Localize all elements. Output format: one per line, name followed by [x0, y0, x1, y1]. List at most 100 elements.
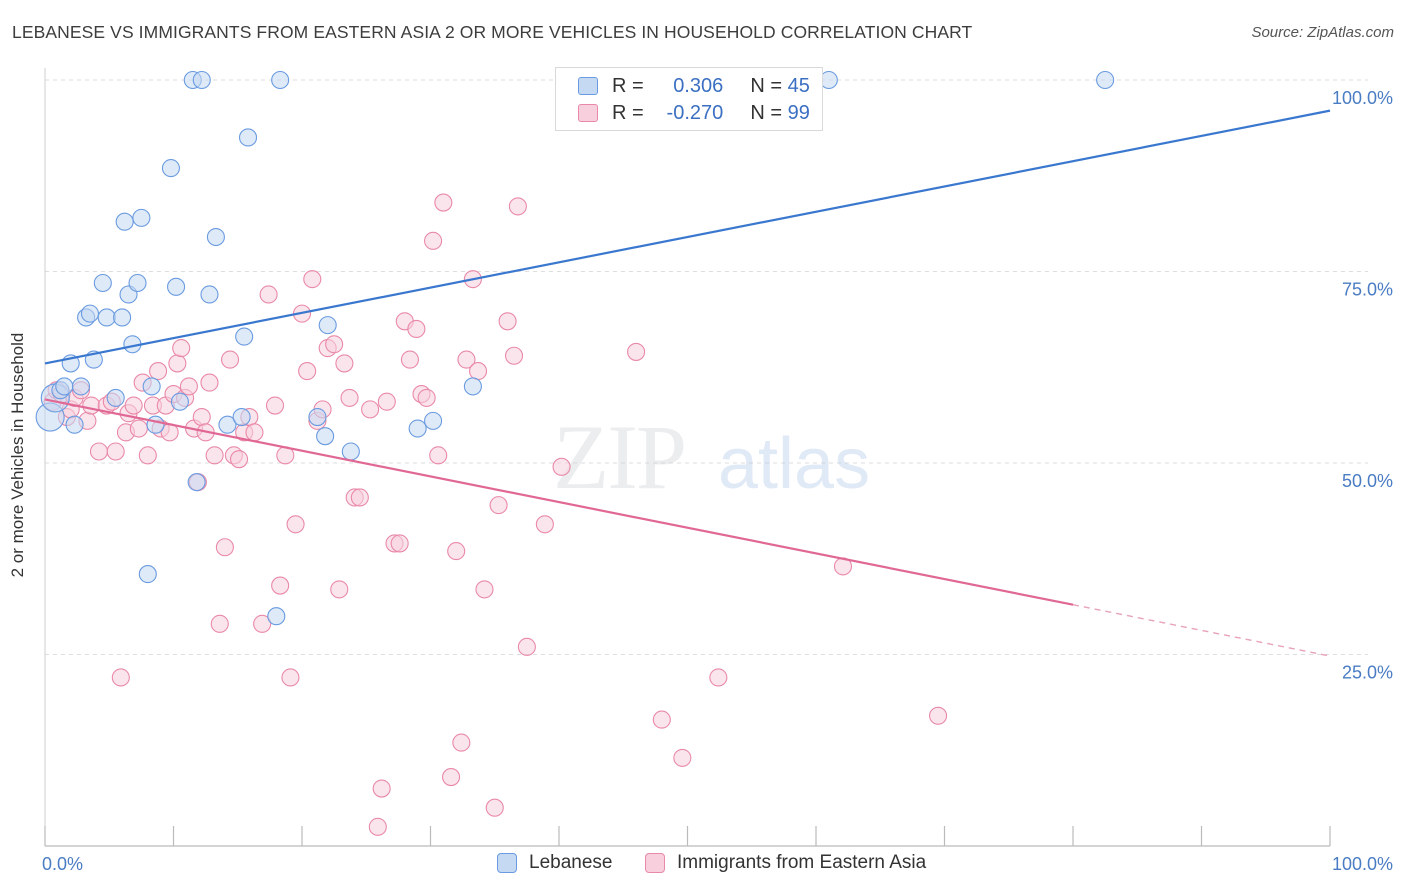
point-lebanese — [132, 208, 151, 227]
legend-r-value: 0.306 — [673, 75, 724, 97]
point-eastern-asia — [210, 614, 229, 633]
point-eastern-asia — [673, 748, 692, 767]
legend-n-value: 45 — [787, 75, 810, 97]
point-lebanese — [161, 159, 180, 178]
point-eastern-asia — [377, 392, 396, 411]
bottom-legend-label-eastern-asia: Immigrants from Eastern Asia — [677, 852, 927, 873]
point-eastern-asia — [442, 768, 461, 787]
point-eastern-asia — [335, 354, 354, 373]
point-eastern-asia — [498, 312, 517, 331]
point-eastern-asia — [407, 319, 426, 339]
x-axis — [44, 68, 1331, 847]
point-eastern-asia — [259, 285, 278, 304]
point-lebanese — [106, 388, 125, 407]
point-eastern-asia — [89, 442, 109, 461]
x-tick-label: 0.0% — [42, 854, 83, 874]
point-lebanese — [235, 327, 254, 346]
point-eastern-asia — [229, 450, 249, 469]
point-eastern-asia — [552, 457, 571, 476]
point-eastern-asia — [429, 446, 448, 465]
point-eastern-asia — [215, 538, 234, 557]
point-eastern-asia — [457, 350, 476, 369]
point-lebanese — [267, 607, 286, 626]
point-eastern-asia — [192, 407, 211, 427]
point-eastern-asia — [652, 710, 671, 729]
point-eastern-asia — [485, 798, 504, 817]
point-lebanese — [308, 407, 327, 427]
point-lebanese — [1096, 70, 1115, 90]
legend-n-value: 99 — [787, 102, 810, 124]
point-eastern-asia — [330, 580, 349, 599]
legend-r-value: -0.270 — [666, 102, 724, 124]
point-eastern-asia — [253, 614, 272, 633]
point-lebanese — [167, 277, 186, 296]
point-eastern-asia — [417, 388, 436, 407]
point-eastern-asia — [106, 442, 125, 461]
point-lebanese — [71, 377, 91, 396]
tick-labels: 25.0% 50.0% 75.0% 100.0% 0.0% 100.0% — [42, 88, 1393, 874]
point-lebanese — [463, 377, 482, 396]
point-eastern-asia — [281, 668, 300, 687]
point-eastern-asia — [303, 270, 322, 289]
y-tick-label: 50.0% — [1342, 471, 1393, 491]
point-eastern-asia — [452, 733, 471, 752]
point-eastern-asia — [82, 396, 101, 415]
point-eastern-asia — [286, 515, 305, 534]
point-lebanese — [80, 304, 100, 323]
point-eastern-asia — [265, 396, 285, 415]
point-eastern-asia — [709, 668, 728, 687]
point-eastern-asia — [200, 373, 219, 392]
point-lebanese — [187, 473, 206, 492]
y-tick-label: 100.0% — [1332, 88, 1393, 108]
bottom-legend-swatch-lebanese — [497, 853, 517, 873]
point-eastern-asia — [325, 335, 344, 354]
point-eastern-asia — [508, 197, 527, 216]
chart-title: LEBANESE VS IMMIGRANTS FROM EASTERN ASIA… — [12, 22, 973, 42]
point-eastern-asia — [372, 779, 391, 798]
point-eastern-asia — [475, 580, 494, 599]
watermark-atlas: atlas — [718, 424, 870, 504]
point-eastern-asia — [172, 339, 191, 358]
point-lebanese — [316, 427, 335, 446]
chart-source: Source: ZipAtlas.com — [1251, 24, 1394, 41]
y-tick-label: 25.0% — [1342, 663, 1393, 683]
point-eastern-asia — [168, 354, 187, 373]
point-lebanese — [142, 377, 161, 396]
bottom-legend-label-lebanese: Lebanese — [529, 852, 613, 873]
point-eastern-asia — [434, 193, 453, 212]
trendline-eastern-asia — [44, 398, 1074, 606]
point-lebanese — [341, 442, 360, 461]
point-lebanese — [218, 415, 237, 434]
point-eastern-asia — [271, 576, 290, 595]
legend-n-label: N = — [750, 102, 783, 124]
point-lebanese — [146, 415, 165, 434]
point-eastern-asia — [929, 706, 948, 725]
point-eastern-asia — [179, 377, 198, 396]
point-lebanese — [113, 308, 132, 327]
point-lebanese — [138, 565, 157, 584]
point-eastern-asia — [400, 350, 419, 369]
point-eastern-asia — [245, 423, 264, 442]
point-lebanese — [271, 70, 290, 90]
legend-r-label: R = — [612, 102, 644, 124]
bottom-legend-swatch-eastern-asia — [645, 853, 665, 873]
point-eastern-asia — [390, 534, 409, 553]
point-lebanese — [192, 70, 211, 90]
point-eastern-asia — [535, 515, 554, 534]
point-lebanese — [97, 308, 116, 327]
trendline-eastern-asia-extension — [1072, 604, 1331, 657]
point-eastern-asia — [138, 446, 157, 465]
point-lebanese — [115, 212, 134, 231]
trendline-lebanese — [44, 109, 1331, 365]
x-tick-label: 100.0% — [1332, 854, 1393, 874]
legend-r-label: R = — [612, 75, 644, 97]
legend-swatch-eastern-asia — [578, 104, 598, 122]
point-lebanese — [238, 128, 258, 147]
point-eastern-asia — [517, 637, 536, 656]
point-lebanese — [93, 273, 112, 293]
point-eastern-asia — [368, 817, 387, 836]
point-eastern-asia — [468, 362, 488, 381]
point-lebanese — [170, 392, 189, 411]
series-points — [35, 70, 1115, 836]
